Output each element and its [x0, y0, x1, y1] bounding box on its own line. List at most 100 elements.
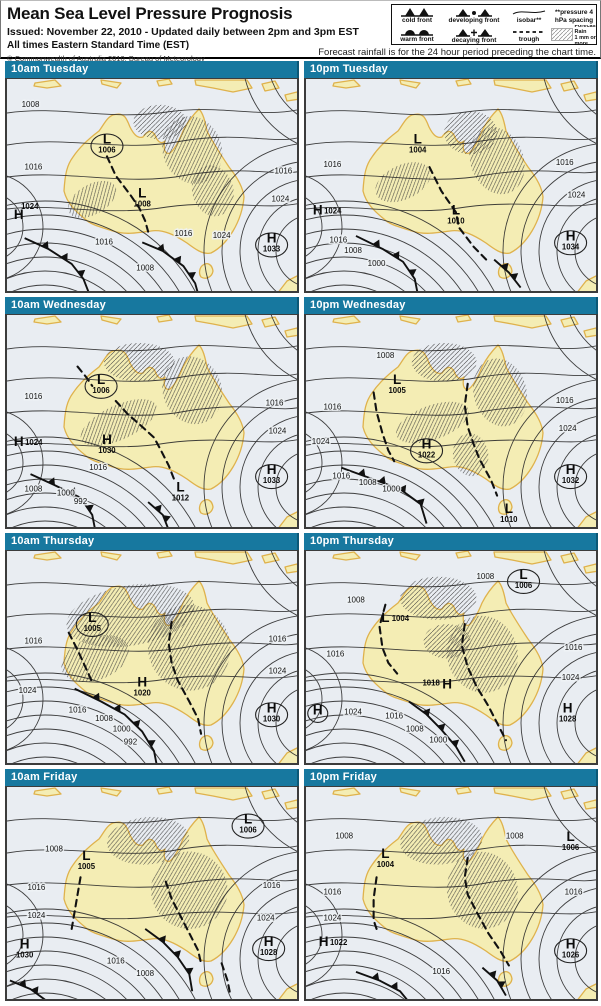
svg-text:H: H [267, 462, 277, 477]
prognosis-panel-10pm-wednesday: 10pm Wednesday L 1005 H 1022 H 1032 L 1010 1008 1… [304, 297, 598, 529]
svg-text:L: L [505, 501, 513, 516]
svg-text:1016: 1016 [327, 649, 345, 658]
svg-text:1000: 1000 [57, 489, 75, 498]
svg-text:1016: 1016 [28, 883, 46, 892]
isobar-labels: 1008 1008 1016 1024 1016 1016 [322, 830, 584, 977]
pressure-system-H: H [307, 702, 329, 723]
forecast-rain-areas [375, 111, 525, 203]
svg-text:1016: 1016 [95, 238, 113, 247]
svg-text:1016: 1016 [432, 967, 450, 976]
isobar-icon [512, 6, 546, 17]
weather-map: L 1005 H 1022 H 1032 L 1010 1008 1016 1024 1016 1024… [304, 314, 598, 529]
svg-text:L: L [88, 610, 96, 625]
svg-text:1024: 1024 [213, 231, 231, 240]
legend-cold-front: cold front [393, 5, 441, 25]
panel-title: 10am Friday [5, 769, 299, 786]
legend-forecast-rain: Forecast Rain 1 mm or more [551, 25, 597, 44]
svg-text:L: L [103, 132, 111, 147]
svg-text:1030: 1030 [263, 714, 281, 723]
svg-text:1000: 1000 [368, 259, 386, 268]
svg-text:H: H [422, 436, 432, 451]
cold-front-lines [355, 966, 507, 999]
svg-text:L: L [244, 812, 252, 827]
svg-text:1024: 1024 [25, 438, 43, 447]
cold-front-lines [9, 928, 194, 999]
svg-text:1004: 1004 [377, 860, 395, 869]
svg-text:1024: 1024 [324, 913, 342, 922]
developing-front-icon [454, 6, 494, 17]
svg-text:1000: 1000 [429, 735, 447, 744]
svg-text:1024: 1024 [568, 190, 586, 199]
weather-map: L 1004 L 1010 H 1024 H 1034 1016 1016 1024 1016 1008… [304, 78, 598, 293]
forecast-rain-areas [396, 342, 528, 477]
forecast-rain-areas [61, 583, 231, 691]
svg-text:1005: 1005 [388, 386, 406, 395]
svg-text:1024: 1024 [272, 195, 290, 204]
svg-text:1016: 1016 [324, 888, 342, 897]
isobars [7, 315, 297, 527]
svg-text:1026: 1026 [562, 950, 580, 959]
svg-text:1016: 1016 [565, 888, 583, 897]
svg-text:1008: 1008 [476, 572, 494, 581]
legend-developing-front: developing front [441, 5, 507, 25]
svg-text:1024: 1024 [344, 707, 362, 716]
forecast-rain-areas [107, 816, 228, 929]
svg-text:1024: 1024 [257, 913, 275, 922]
prognosis-panel-10am-tuesday: 10am Tuesday L 1006 L 1008 H 1024 H 1033 1008 101… [5, 61, 299, 293]
svg-text:1006: 1006 [562, 843, 580, 852]
prognosis-panel-grid: 10am Tuesday L 1006 L 1008 H 1024 H 1033 1008 101… [5, 61, 598, 1001]
forecast-rain-areas [80, 342, 223, 446]
svg-text:1033: 1033 [263, 476, 281, 485]
svg-text:1016: 1016 [107, 956, 125, 965]
svg-text:1008: 1008 [335, 832, 353, 841]
svg-text:1024: 1024 [562, 673, 580, 682]
trough-lines [70, 876, 232, 997]
forecast-rain-areas [68, 104, 234, 218]
issued-line: Issued: November 22, 2010 - Updated dail… [7, 26, 359, 38]
svg-text:1020: 1020 [134, 688, 152, 697]
svg-text:1016: 1016 [556, 396, 574, 405]
svg-text:H: H [102, 432, 112, 447]
isobar-labels: 1008 1016 1024 1016 1024 1016 1008 1000 [310, 350, 578, 495]
prognosis-panel-10am-friday: 10am Friday L 1006 L 1005 H 1030 H 1028 1008 1016… [5, 769, 299, 1001]
prognosis-panel-10am-thursday: 10am Thursday L 1005 H 1020 H 1030 1016 1024 101… [5, 533, 299, 765]
svg-text:1004: 1004 [392, 614, 410, 623]
header: Mean Sea Level Pressure Prognosis Issued… [0, 0, 601, 63]
trough-lines [67, 620, 203, 735]
cold-front-icon [401, 6, 433, 17]
svg-text:H: H [267, 700, 277, 715]
svg-text:L: L [381, 610, 389, 625]
svg-text:1016: 1016 [263, 881, 281, 890]
svg-text:L: L [176, 479, 184, 494]
svg-text:L: L [82, 848, 90, 863]
svg-text:L: L [97, 372, 105, 387]
legend-isobar: isobar** [507, 5, 551, 25]
svg-text:992: 992 [124, 738, 138, 747]
svg-text:1006: 1006 [92, 386, 110, 395]
isobars [306, 79, 596, 291]
svg-text:H: H [14, 434, 24, 449]
weather-map: L 1006 L 1004 H 1018 H H 1028 1008 1008 1016 1016 102… [304, 550, 598, 765]
svg-text:1016: 1016 [25, 162, 43, 171]
svg-text:1004: 1004 [409, 146, 427, 155]
legend-warm-front: warm front [393, 25, 441, 44]
svg-text:992: 992 [74, 497, 88, 506]
svg-text:H: H [20, 936, 30, 951]
svg-text:H: H [313, 702, 323, 717]
decaying-front-icon [454, 26, 494, 37]
